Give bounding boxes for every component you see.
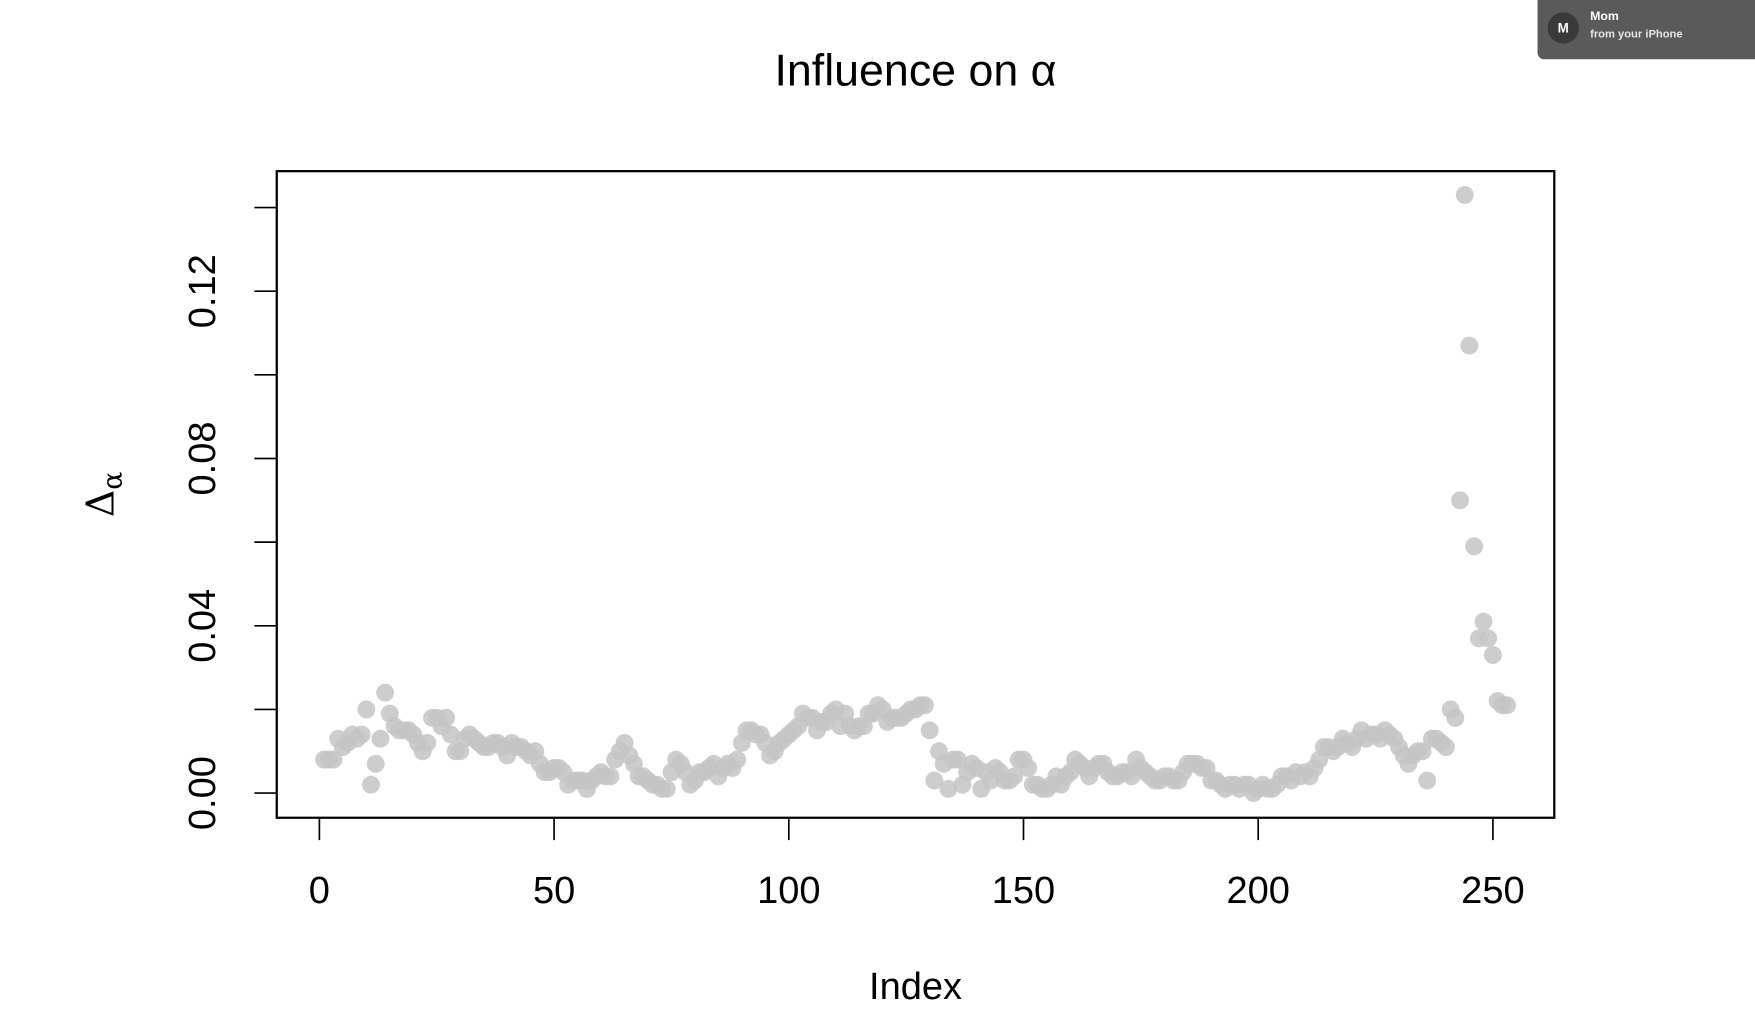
- y-axis-label: Δα: [78, 472, 129, 518]
- chart-title: Influence on α: [775, 46, 1057, 96]
- point: [376, 683, 395, 702]
- point: [366, 754, 385, 773]
- x-tick-label: 50: [533, 870, 575, 912]
- x-axis-label: Index: [869, 966, 962, 1008]
- points: [315, 186, 1516, 803]
- y-axis-label-sub: α: [98, 472, 129, 490]
- y-tick-label: 0.12: [182, 254, 224, 328]
- point: [1460, 336, 1479, 355]
- point: [371, 729, 390, 748]
- notification[interactable]: M Mom from your iPhone: [1537, 0, 1755, 60]
- point: [1455, 186, 1474, 204]
- y-axis-label-main: Δ: [78, 490, 122, 517]
- point: [920, 721, 939, 740]
- point: [1005, 767, 1024, 786]
- x-tick-label: 250: [1461, 870, 1524, 912]
- point: [925, 771, 944, 790]
- point: [939, 779, 958, 798]
- point: [1446, 708, 1465, 727]
- point: [1413, 742, 1432, 761]
- point: [418, 733, 437, 752]
- point: [1465, 537, 1484, 556]
- point: [357, 700, 376, 719]
- y-tick-label: 0.00: [182, 756, 224, 830]
- point: [1418, 771, 1437, 790]
- notification-avatar-letter: M: [1558, 21, 1569, 36]
- point: [1451, 491, 1469, 510]
- point: [1498, 696, 1516, 715]
- point: [1479, 629, 1498, 648]
- y-tick-label: 0.08: [182, 421, 224, 495]
- point: [352, 725, 371, 744]
- y-tick-label: 0.04: [182, 589, 224, 663]
- point: [601, 767, 620, 786]
- point: [948, 750, 967, 769]
- plot-frame: [275, 170, 1556, 819]
- point: [362, 775, 380, 794]
- point: [324, 750, 343, 769]
- point: [441, 725, 460, 744]
- point: [1474, 612, 1493, 631]
- notification-subtitle: from your iPhone: [1590, 29, 1683, 41]
- notification-box[interactable]: [1537, 0, 1755, 60]
- point: [1483, 646, 1502, 665]
- x-tick-label: 200: [1226, 870, 1289, 912]
- x-tick-label: 150: [992, 870, 1055, 912]
- point: [728, 750, 747, 769]
- point: [657, 779, 676, 798]
- point: [1019, 759, 1038, 777]
- x-tick-label: 100: [757, 870, 820, 912]
- x-tick-label: 0: [309, 870, 330, 912]
- point: [437, 708, 456, 727]
- notification-title: Mom: [1590, 9, 1619, 23]
- point: [1437, 738, 1455, 757]
- notification-avatar: [1547, 12, 1579, 44]
- point: [915, 696, 934, 715]
